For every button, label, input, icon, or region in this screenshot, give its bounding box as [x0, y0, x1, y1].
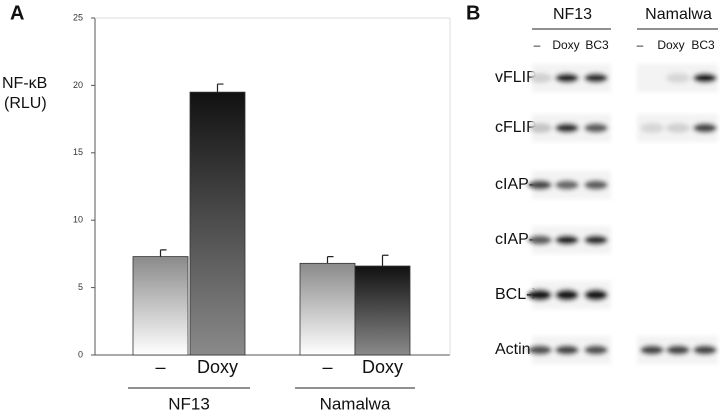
row-label-text: cIAP-2 — [495, 231, 543, 248]
band — [555, 289, 579, 301]
row-label: Actin — [495, 341, 531, 358]
panel-letter: A — [10, 2, 24, 24]
y-tick-label: 25 — [73, 12, 83, 22]
band — [584, 289, 608, 301]
band — [584, 345, 608, 355]
lane-label: BC3 — [585, 38, 609, 52]
band — [666, 123, 690, 133]
band — [584, 123, 608, 133]
group-label: NF13 — [168, 394, 210, 413]
band — [584, 73, 608, 83]
bar — [354, 265, 411, 356]
row-label: cIAP-1 — [495, 176, 543, 193]
band — [555, 345, 579, 355]
lane-label: – — [637, 38, 644, 52]
band — [555, 235, 579, 245]
band — [528, 345, 552, 355]
band — [555, 123, 579, 133]
y-tick-label: 20 — [73, 80, 83, 90]
error-bar — [326, 255, 334, 264]
bar — [189, 91, 246, 356]
row-label: vFLIP — [495, 69, 537, 86]
band — [640, 123, 664, 133]
band — [555, 73, 579, 83]
band — [666, 73, 690, 83]
band — [528, 123, 552, 133]
cell-line-label: Namalwa — [645, 6, 712, 23]
row-label-text: cIAP-1 — [495, 176, 543, 193]
band — [528, 289, 552, 301]
band — [528, 235, 552, 245]
lane-label: – — [534, 38, 541, 52]
y-axis-label: (RLU) — [4, 95, 47, 112]
row-label-text: cFLIP — [495, 119, 537, 136]
panel-letter: B — [466, 2, 480, 24]
band — [693, 73, 717, 83]
blot — [528, 64, 718, 364]
bar — [299, 262, 356, 356]
error-bar — [159, 249, 167, 257]
band — [584, 180, 608, 190]
group-label: Namalwa — [320, 394, 391, 413]
y-tick-label: 0 — [78, 349, 83, 359]
y-tick-label: 5 — [78, 282, 83, 292]
error-bar — [216, 83, 224, 93]
error-bar — [381, 254, 389, 267]
x-tick-label: Doxy — [197, 357, 238, 377]
band — [555, 180, 579, 190]
cell-line-label: NF13 — [553, 6, 592, 23]
band — [584, 235, 608, 245]
lane-label: Doxy — [552, 38, 579, 52]
band — [528, 73, 552, 83]
x-tick-label: – — [322, 357, 332, 377]
x-tick-label: Doxy — [362, 357, 403, 377]
row-label-text: BCL-X — [495, 286, 542, 303]
y-tick-label: 15 — [73, 147, 83, 157]
bar — [132, 256, 189, 356]
lane-label: BC3 — [691, 38, 715, 52]
row-label-text: vFLIP — [495, 69, 537, 86]
lane-label: Doxy — [657, 38, 684, 52]
band — [693, 345, 717, 355]
band — [693, 123, 717, 133]
row-label: cIAP-2 — [495, 231, 543, 248]
y-tick-label: 10 — [73, 215, 83, 225]
band — [640, 345, 664, 355]
band — [666, 345, 690, 355]
row-label-text: Actin — [495, 341, 531, 358]
y-axis-label: NF-κB — [2, 75, 47, 92]
band — [528, 180, 552, 190]
x-tick-label: – — [155, 357, 165, 377]
